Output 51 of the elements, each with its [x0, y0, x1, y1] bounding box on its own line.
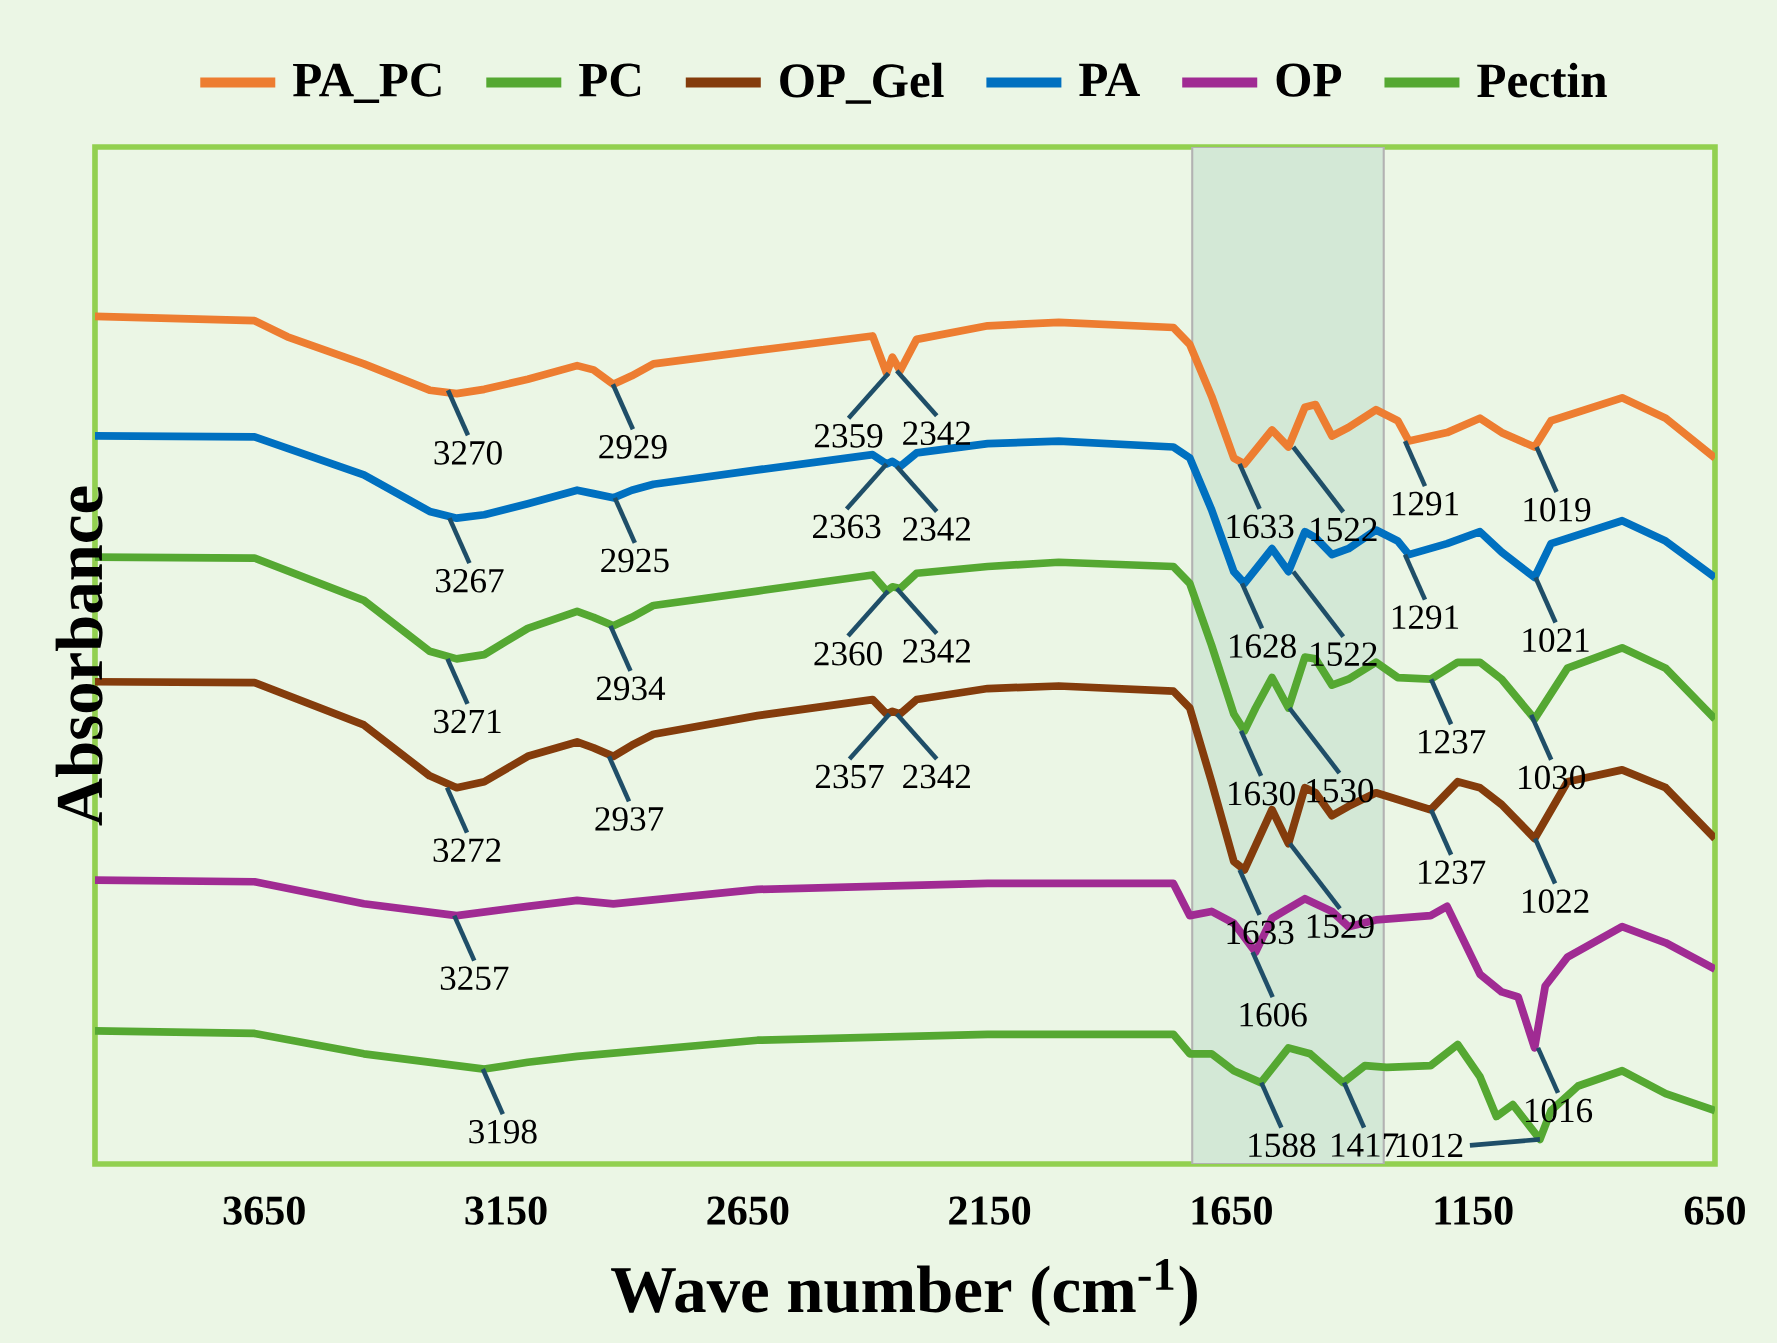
x-tick-label: 3150: [465, 1196, 547, 1225]
annotation: 1012: [1396, 1133, 1463, 1158]
annotation: 3198: [469, 1119, 537, 1144]
legend-label: Pectin: [1477, 62, 1607, 98]
annotation: 2342: [903, 764, 970, 789]
annotation: 2359: [814, 424, 883, 448]
annotation: 2342: [903, 639, 970, 663]
annotation: 2357: [815, 764, 884, 789]
x-tick-label: 2150: [949, 1196, 1031, 1225]
annotation: 1522: [1311, 642, 1377, 666]
annotation: 1030: [1519, 765, 1586, 790]
x-tick-label: 2650: [707, 1196, 789, 1225]
annotation: 1633: [1227, 514, 1294, 539]
annotation: 1628: [1229, 634, 1296, 658]
legend-label: PA_PC: [293, 63, 441, 104]
x-axis-title: Wave number (cm$^{-1}$): [611, 1258, 1197, 1327]
annotation: 2342: [903, 517, 970, 541]
annotation: 3272: [433, 838, 501, 863]
annotation: 1291: [1392, 491, 1459, 516]
legend-label: PA: [1079, 63, 1140, 97]
annotation: 1237: [1419, 860, 1486, 885]
annotation: 1237: [1419, 730, 1486, 754]
legend-label: PC: [579, 63, 641, 97]
y-axis-title: Absorbance: [55, 486, 103, 826]
annotation: 1529: [1307, 914, 1374, 939]
annotation: 1630: [1229, 781, 1295, 806]
annotation: 2929: [599, 435, 667, 459]
annotation: 1022: [1523, 889, 1589, 914]
annotation: 2937: [595, 807, 664, 831]
annotation: 1606: [1240, 1002, 1307, 1027]
x-tick-label: 1650: [1192, 1196, 1272, 1225]
annotation: 1522: [1311, 517, 1377, 542]
annotation: 3257: [440, 966, 509, 991]
annotation: 2360: [814, 641, 882, 666]
annotation: 3271: [434, 709, 501, 734]
annotation: 2363: [813, 514, 881, 539]
annotation: 3267: [436, 569, 504, 593]
x-tick-label: 1150: [1435, 1196, 1513, 1225]
annotation: 2934: [596, 676, 666, 701]
legend-label: OP: [1276, 63, 1342, 97]
annotation: 1417: [1332, 1133, 1399, 1157]
legend-label: OP_Gel: [780, 62, 944, 104]
annotation: 1588: [1249, 1133, 1316, 1158]
annotation: 3270: [434, 441, 502, 465]
annotation: 1291: [1392, 605, 1459, 630]
annotation: 2342: [903, 421, 970, 446]
x-tick-label: 3650: [223, 1196, 305, 1225]
annotation: 2925: [601, 548, 669, 573]
x-tick-label: 650: [1684, 1196, 1745, 1225]
annotation: 1019: [1524, 497, 1591, 522]
annotation: 1021: [1523, 628, 1589, 653]
